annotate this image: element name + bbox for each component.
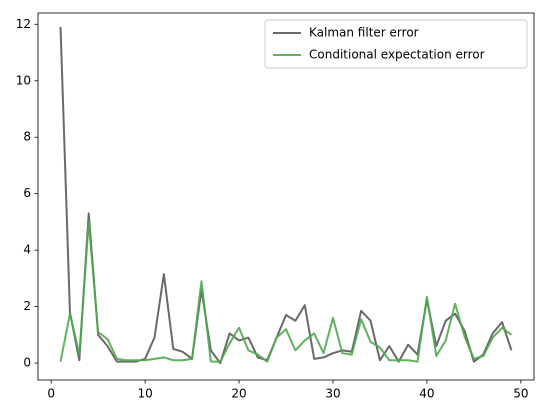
plot-frame (37, 12, 535, 381)
x-tick-label: 50 (513, 387, 528, 401)
y-tick-label: 4 (23, 243, 31, 257)
y-tick-label: 2 (23, 299, 31, 313)
y-tick-label: 0 (23, 356, 31, 370)
x-tick-label: 10 (137, 387, 152, 401)
y-tick-label: 10 (16, 73, 31, 87)
x-tick-label: 40 (419, 387, 434, 401)
legend-label: Kalman filter error (309, 26, 419, 40)
series-line (59, 220, 513, 363)
series-line (59, 27, 513, 365)
y-tick-label: 6 (23, 186, 31, 200)
x-tick-label: 30 (325, 387, 340, 401)
x-tick-label: 20 (231, 387, 246, 401)
legend-label: Conditional expectation error (309, 48, 485, 62)
legend: Kalman filter error Conditional expectati… (264, 19, 528, 69)
x-tick-label: 0 (47, 387, 55, 401)
y-tick-label: 12 (16, 17, 31, 31)
y-tick-label: 8 (23, 130, 31, 144)
legend-box (264, 19, 528, 69)
